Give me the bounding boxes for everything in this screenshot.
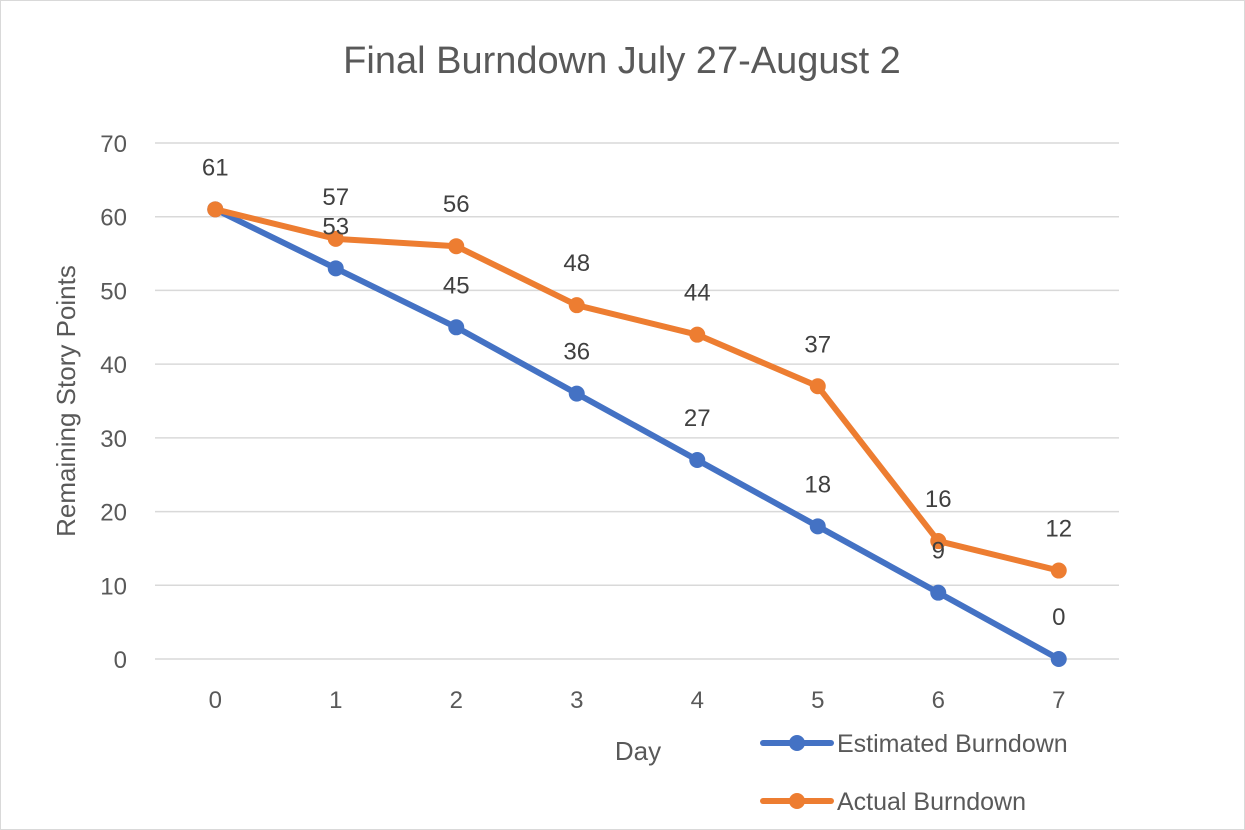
- y-tick-label-10: 10: [100, 573, 127, 600]
- y-tick-label-0: 0: [114, 647, 127, 674]
- y-tick-label-20: 20: [100, 500, 127, 527]
- data-point-estimated-burndown-5: [809, 518, 826, 535]
- legend-marker-actual-burndown: [789, 793, 805, 809]
- data-label-estimated-burndown-1: 53: [322, 213, 349, 240]
- gridlines: [155, 142, 1119, 660]
- chart-title: Final Burndown July 27-August 2: [343, 40, 901, 82]
- data-point-actual-burndown-5: [809, 378, 826, 395]
- data-point-actual-burndown-7: [1050, 562, 1067, 579]
- data-point-actual-burndown-3: [568, 297, 585, 314]
- y-axis-tick-labels: 0 10 20 30 40 50 60 70: [100, 131, 127, 674]
- y-tick-label-70: 70: [100, 131, 127, 158]
- data-label-actual-burndown-5: 37: [804, 331, 831, 358]
- legend: Estimated Burndown Actual Burndown: [760, 730, 1068, 816]
- data-point-actual-burndown-4: [689, 326, 706, 343]
- series-line-actual-burndown: [212, 206, 1062, 574]
- data-point-estimated-burndown-6: [930, 584, 947, 601]
- x-tick-label-4: 4: [691, 687, 704, 714]
- series-lines: [207, 201, 1067, 667]
- data-label-estimated-burndown-2: 45: [443, 272, 470, 299]
- x-tick-label-0: 0: [209, 687, 222, 714]
- legend-label-actual-burndown: Actual Burndown: [837, 788, 1026, 816]
- data-label-actual-burndown-0: 61: [202, 154, 229, 181]
- x-tick-label-1: 1: [329, 687, 342, 714]
- data-label-actual-burndown-3: 48: [563, 250, 590, 277]
- data-label-actual-burndown-1: 57: [322, 184, 349, 211]
- x-tick-label-5: 5: [811, 687, 824, 714]
- legend-label-estimated-burndown: Estimated Burndown: [837, 730, 1068, 758]
- data-point-estimated-burndown-2: [448, 319, 465, 336]
- legend-marker-estimated-burndown: [789, 735, 805, 751]
- data-label-estimated-burndown-7: 0: [1052, 604, 1065, 631]
- data-label-estimated-burndown-4: 27: [684, 405, 711, 432]
- data-label-estimated-burndown-5: 18: [804, 471, 831, 498]
- data-point-estimated-burndown-3: [568, 385, 585, 402]
- data-labels: 53 45 36 27 18 9 0 61 57 56 48 44 37 16 12: [202, 154, 1072, 631]
- data-point-estimated-burndown-1: [327, 260, 344, 277]
- x-axis-title: Day: [615, 736, 661, 766]
- data-point-estimated-burndown-7: [1050, 651, 1067, 667]
- data-label-actual-burndown-2: 56: [443, 191, 470, 218]
- data-point-actual-burndown-6: [930, 533, 947, 550]
- data-label-estimated-burndown-3: 36: [563, 339, 590, 366]
- y-tick-label-40: 40: [100, 352, 127, 379]
- y-tick-label-60: 60: [100, 205, 127, 232]
- x-tick-label-2: 2: [450, 687, 463, 714]
- y-tick-label-50: 50: [100, 278, 127, 305]
- x-tick-label-3: 3: [570, 687, 583, 714]
- data-point-actual-burndown-1: [327, 230, 344, 247]
- x-axis-tick-labels: 0 1 2 3 4 5 6 7: [209, 687, 1066, 714]
- data-label-estimated-burndown-6: 9: [932, 538, 945, 565]
- data-label-actual-burndown-7: 12: [1045, 516, 1072, 543]
- x-tick-label-6: 6: [932, 687, 945, 714]
- data-point-actual-burndown-2: [448, 238, 465, 255]
- data-point-estimated-burndown-4: [689, 451, 706, 468]
- y-axis-title: Remaining Story Points: [51, 265, 81, 537]
- y-tick-label-30: 30: [100, 426, 127, 453]
- data-label-actual-burndown-4: 44: [684, 280, 711, 307]
- data-label-actual-burndown-6: 16: [925, 486, 952, 513]
- data-point-actual-burndown-0: [207, 201, 224, 218]
- series-line-estimated-burndown: [212, 206, 1062, 662]
- x-tick-label-7: 7: [1052, 687, 1065, 714]
